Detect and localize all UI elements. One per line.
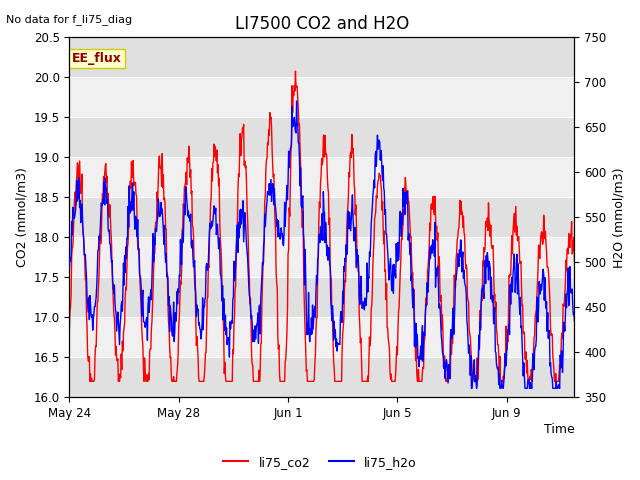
Bar xyxy=(69,317,575,357)
Title: LI7500 CO2 and H2O: LI7500 CO2 and H2O xyxy=(235,15,409,33)
Bar xyxy=(69,357,575,397)
Bar xyxy=(69,277,575,317)
Y-axis label: CO2 (mmol/m3): CO2 (mmol/m3) xyxy=(15,168,28,267)
Text: EE_flux: EE_flux xyxy=(72,52,122,65)
Bar xyxy=(69,197,575,237)
Bar xyxy=(69,157,575,197)
Text: No data for f_li75_diag: No data for f_li75_diag xyxy=(6,14,132,25)
Bar xyxy=(69,37,575,77)
Bar xyxy=(69,237,575,277)
Bar xyxy=(69,117,575,157)
Y-axis label: H2O (mmol/m3): H2O (mmol/m3) xyxy=(612,167,625,267)
Legend: li75_co2, li75_h2o: li75_co2, li75_h2o xyxy=(218,451,422,474)
X-axis label: Time: Time xyxy=(544,422,575,435)
Bar xyxy=(69,77,575,117)
